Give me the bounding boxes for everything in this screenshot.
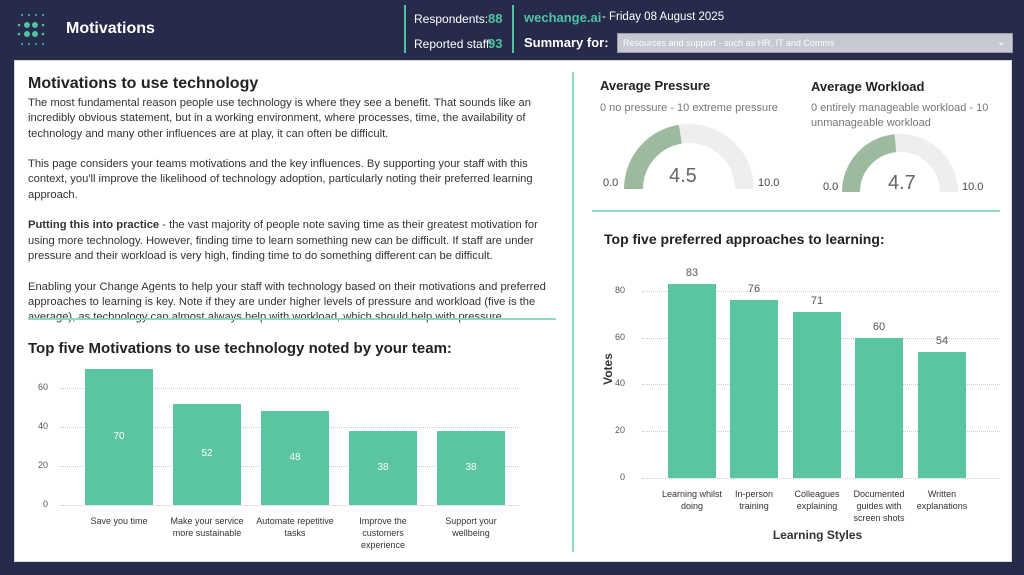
x-tick-label: Written explanations [916, 489, 968, 511]
y-tick-label: 20 [37, 460, 48, 470]
x-axis-label: Learning Styles [772, 528, 863, 542]
gridline [642, 290, 1000, 292]
bar[interactable] [918, 351, 966, 478]
divider [572, 72, 574, 552]
x-tick-label: Save you time [90, 516, 148, 526]
bar[interactable] [349, 430, 417, 505]
respondents-label: Respondents: [414, 12, 489, 26]
intro-paragraph: Putting this into practice - the vast ma… [28, 219, 538, 262]
gauge-subtitle: 0 no pressure - 10 extreme pressure [600, 102, 778, 114]
y-tick-label: 40 [37, 421, 48, 431]
x-tick-label: Colleagues explaining [794, 489, 840, 511]
data-label: 38 [465, 461, 477, 473]
y-tick-label: 20 [614, 425, 625, 436]
gauge-min: 0.0 [823, 181, 839, 193]
summary-dropdown[interactable]: Resources and support - such as HR, IT a… [617, 33, 1013, 53]
reported-staff-label: Reported staff: [414, 37, 493, 51]
data-label: 76 [747, 283, 761, 296]
intro-bold: Putting this into practice [28, 219, 160, 232]
bar[interactable] [437, 430, 505, 505]
bar[interactable] [85, 368, 153, 505]
data-label: 83 [685, 266, 699, 279]
data-label: 60 [872, 320, 886, 333]
page-title: Motivations [66, 20, 155, 37]
x-tick-label: Learning whilst doing [661, 489, 723, 511]
chart-title: Top five preferred approaches to learnin… [604, 231, 885, 247]
logo-icon [17, 14, 45, 45]
reported-staff-value: 93 [488, 36, 503, 51]
x-tick-label: Support your wellbeing [445, 516, 497, 538]
data-label: 38 [377, 461, 389, 473]
y-tick-label: 60 [37, 382, 48, 392]
data-label: 54 [935, 334, 949, 347]
bar[interactable] [173, 403, 241, 505]
bar[interactable] [668, 283, 716, 478]
x-tick-label: Improve the customers experience [359, 516, 407, 550]
gauge-max: 10.0 [758, 177, 780, 189]
intro-title: Motivations to use technology [28, 75, 259, 92]
summary-label: Summary for: [524, 35, 609, 50]
data-label: 52 [201, 448, 213, 460]
bar[interactable] [261, 411, 329, 505]
chevron-down-icon: ⌄ [996, 36, 1006, 48]
divider [512, 5, 514, 53]
bar[interactable] [855, 337, 903, 478]
gauge-fill [842, 134, 897, 193]
gridline [60, 388, 520, 389]
report-date: - Friday 08 August 2025 [602, 11, 725, 23]
bar[interactable] [793, 311, 841, 478]
gauge-max: 10.0 [962, 181, 984, 193]
y-tick-label: 80 [614, 284, 625, 295]
divider [592, 210, 1000, 212]
gauge-fill [624, 124, 683, 190]
gauge-title: Average Pressure [600, 78, 711, 93]
brand-link[interactable]: wechange.ai [524, 10, 602, 25]
x-tick-label: Documented guides with screen shots [853, 489, 905, 523]
intro-paragraph: The most fundamental reason people use t… [28, 97, 531, 140]
y-tick-label: 0 [619, 472, 625, 482]
bar[interactable] [730, 300, 778, 478]
data-label: 70 [113, 430, 125, 442]
gauge-subtitle: 0 entirely manageable workload - 10 unma… [811, 102, 989, 129]
intro-paragraph: This page considers your teams motivatio… [28, 158, 533, 201]
divider [404, 5, 406, 53]
data-label: 71 [810, 294, 824, 307]
gridline [60, 505, 520, 506]
gauge-min: 0.0 [603, 177, 619, 189]
respondents-value: 88 [488, 11, 503, 26]
y-tick-label: 40 [614, 378, 625, 389]
gauge-title: Average Workload [811, 79, 925, 94]
gridline [642, 478, 1000, 479]
divider [28, 318, 556, 320]
summary-dropdown-value: Resources and support - such as HR, IT a… [623, 38, 835, 48]
y-tick-label: 60 [614, 331, 625, 342]
gauge-value: 4.5 [669, 165, 697, 187]
gauge-value: 4.7 [888, 172, 916, 194]
x-tick-label: In-person training [734, 489, 774, 511]
y-tick-label: 0 [42, 499, 48, 509]
chart-title: Top five Motivations to use technology n… [28, 340, 452, 357]
data-label: 48 [289, 452, 301, 464]
x-tick-label: Automate repetitive tasks [256, 516, 334, 538]
intro-paragraph: Enabling your Change Agents to help your… [28, 280, 546, 324]
x-tick-label: Make your service more sustainable [170, 516, 244, 538]
